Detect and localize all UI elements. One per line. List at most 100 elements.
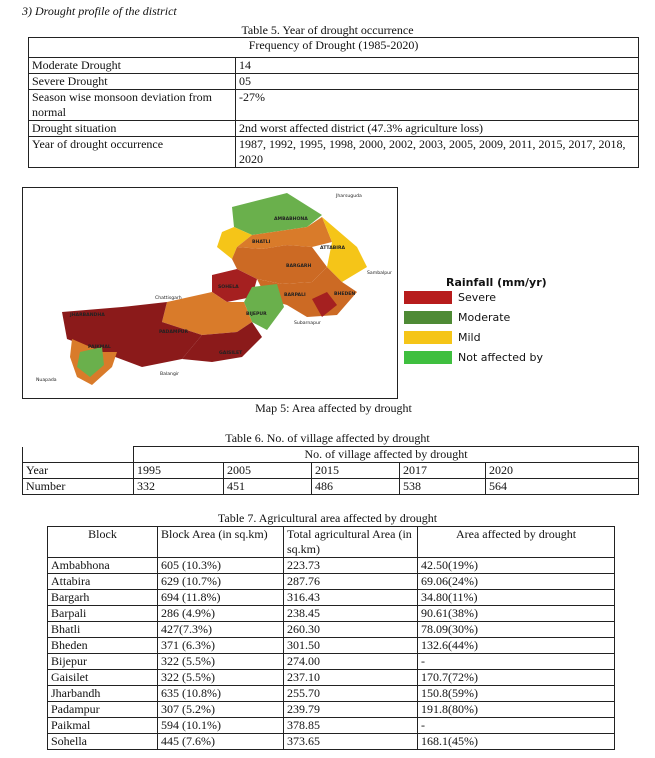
table7-caption: Table 7. Agricultural area affected by d… — [217, 511, 438, 525]
cell: 286 (4.9%) — [157, 605, 284, 622]
cell: Attabira — [47, 573, 158, 590]
cell: Season wise monsoon deviation from norma… — [28, 89, 236, 121]
header-cell: Total agricultural Area (in sq.km) — [283, 526, 418, 558]
cell: 427(7.3%) — [157, 621, 284, 638]
cell: 90.61(38%) — [417, 605, 615, 622]
cell: Gaisilet — [47, 669, 158, 686]
table5-caption: Table 5. Year of drought occurrence — [241, 23, 414, 37]
map-label: BARGARH — [286, 263, 311, 269]
cell: 2015 — [311, 462, 400, 479]
header-cell: No. of village affected by drought — [132, 446, 640, 463]
row: Number 332 451 486 538 564 — [22, 478, 640, 495]
row: Attabira 629 (10.7%) 287.76 69.06(24%) — [47, 573, 615, 590]
cell: Paikmal — [47, 717, 158, 734]
header-row: Block Block Area (in sq.km) Total agricult… — [47, 526, 615, 558]
row: Drought situation 2nd worst affected dist… — [28, 120, 640, 137]
map-label: SOHELA — [218, 284, 239, 290]
table5: Frequency of Drought (1985-2020) Moderate… — [27, 37, 640, 168]
cell: 301.50 — [283, 637, 418, 654]
row: Gaisilet 322 (5.5%) 237.10 170.7(72%) — [47, 669, 615, 686]
row: Paikmal 594 (10.1%) 378.85- — [47, 717, 615, 734]
legend-swatch — [404, 331, 452, 344]
map-label: Chattisgarh — [155, 295, 182, 301]
header-cell: Block Area (in sq.km) — [157, 526, 284, 558]
map-label: ATTABIRA — [320, 245, 346, 251]
cell: 371 (6.3%) — [157, 637, 284, 654]
cell: 594 (10.1%) — [157, 717, 284, 734]
map-label: PADAMPUR — [159, 329, 189, 335]
map-label: BHATLI — [252, 239, 271, 245]
legend-swatch — [404, 351, 452, 364]
cell: 05 — [234, 73, 640, 90]
cell — [22, 446, 134, 463]
row: Season wise monsoon deviation from norma… — [28, 89, 640, 121]
cell: 223.73 — [283, 557, 418, 574]
map-label: Jharsuguda — [335, 193, 362, 199]
cell: Barpali — [47, 605, 158, 622]
map-label: JHARBANDHA — [69, 312, 105, 318]
cell: 1995 — [133, 462, 224, 479]
cell: 316.43 — [283, 589, 418, 606]
map-label: Balangir — [160, 371, 179, 377]
row: Padampur 307 (5.2%) 239.79 191.8(80%) — [47, 701, 615, 718]
cell: 132.6(44%) — [417, 637, 615, 654]
cell: Jharbandh — [47, 685, 158, 702]
cell: 34.80(11%) — [417, 589, 615, 606]
cell: 237.10 — [283, 669, 418, 686]
cell: 255.70 — [283, 685, 418, 702]
map: Jharsuguda AMBABHONA ATTABIRA BHATLI BAR… — [22, 187, 398, 399]
cell: Moderate Drought — [28, 57, 236, 74]
row: Bhatli 427(7.3%) 260.30 78.09(30%) — [47, 621, 615, 638]
row: Sohella 445 (7.6%) 373.65 168.1(45%) — [47, 733, 615, 750]
cell: 332 — [133, 478, 224, 495]
header-cell: Block — [47, 526, 158, 558]
heading: 3) Drought profile of the district — [22, 4, 177, 18]
table7: Block Block Area (in sq.km) Total agricult… — [47, 526, 615, 750]
cell: 2005 — [223, 462, 312, 479]
cell: 322 (5.5%) — [157, 653, 284, 670]
cell: Bhatli — [47, 621, 158, 638]
cell: 69.06(24%) — [417, 573, 615, 590]
cell: 78.09(30%) — [417, 621, 615, 638]
cell: 274.00 — [283, 653, 418, 670]
cell: Year — [22, 462, 134, 479]
legend-title: Rainfall (mm/yr) — [446, 276, 547, 289]
cell: - — [417, 653, 615, 670]
cell: 635 (10.8%) — [157, 685, 284, 702]
cell: 287.76 — [283, 573, 418, 590]
map-label: BARPALI — [284, 292, 306, 298]
cell: 1987, 1992, 1995, 1998, 2000, 2002, 2003… — [234, 136, 640, 168]
cell: 694 (11.8%) — [157, 589, 284, 606]
cell: 486 — [311, 478, 400, 495]
cell: 238.45 — [283, 605, 418, 622]
map-caption: Map 5: Area affected by drought — [255, 401, 412, 415]
table6-caption: Table 6. No. of village affected by drou… — [225, 431, 430, 445]
row: Bheden 371 (6.3%) 301.50 132.6(44%) — [47, 637, 615, 654]
cell: 42.50(19%) — [417, 557, 615, 574]
map-label: AMBABHONA — [274, 216, 308, 222]
map-label: BIJEPUR — [246, 311, 267, 317]
row: Jharbandh 635 (10.8%) 255.70 150.8(59%) — [47, 685, 615, 702]
row: Ambabhona 605 (10.3%) 223.73 42.50(19%) — [47, 557, 615, 574]
cell: Ambabhona — [47, 557, 158, 574]
map-label: Sambalpur — [367, 270, 392, 276]
map-label: BHEDEN — [334, 291, 355, 297]
cell: 2020 — [484, 462, 640, 479]
legend-item: Moderate — [458, 311, 511, 324]
cell: 170.7(72%) — [417, 669, 615, 686]
cell: Drought situation — [28, 120, 236, 137]
cell: Severe Drought — [28, 73, 236, 90]
cell: Padampur — [47, 701, 158, 718]
header-row: Frequency of Drought (1985-2020) — [27, 37, 640, 58]
cell: 322 (5.5%) — [157, 669, 284, 686]
cell: Year of drought occurrence — [28, 136, 236, 168]
row: Year 1995 2005 2015 2017 2020 — [22, 462, 640, 479]
row: Bijepur 322 (5.5%) 274.00- — [47, 653, 615, 670]
cell: 260.30 — [283, 621, 418, 638]
legend-item: Severe — [458, 291, 497, 304]
cell: 2nd worst affected district (47.3% agric… — [234, 120, 640, 137]
cell: Bheden — [47, 637, 158, 654]
cell: 445 (7.6%) — [157, 733, 284, 750]
header-row: No. of village affected by drought — [22, 446, 640, 463]
row: Bargarh 694 (11.8%) 316.43 34.80(11%) — [47, 589, 615, 606]
